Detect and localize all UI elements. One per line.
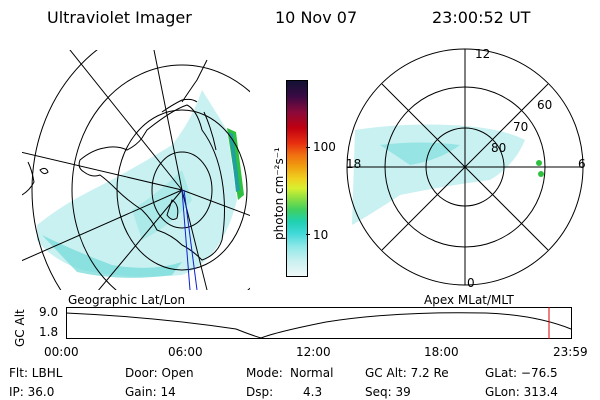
gc-alt-info: GC Alt: 7.2 Re bbox=[365, 366, 449, 380]
geographic-map-panel bbox=[22, 50, 250, 290]
glat-info: GLat: −76.5 bbox=[485, 366, 558, 380]
satellite-track bbox=[181, 189, 198, 290]
right-panel-caption: Apex MLat/MLT bbox=[424, 293, 514, 307]
altitude-ylabel: GC Alt bbox=[13, 309, 27, 347]
altitude-curve bbox=[66, 312, 572, 339]
lat-label-70: 70 bbox=[513, 120, 529, 134]
mlt-label-12: 12 bbox=[475, 47, 491, 61]
altitude-xtick-3: 18:00 bbox=[424, 345, 459, 359]
glon-info: GLon: 313.4 bbox=[485, 385, 558, 399]
instrument-title: Ultraviolet Imager bbox=[47, 8, 192, 27]
altitude-ytick-1: 1.8 bbox=[39, 325, 59, 339]
lat-label-80: 80 bbox=[491, 141, 507, 155]
seq-info: Seq: 39 bbox=[365, 385, 411, 399]
mlt-label-18: 18 bbox=[346, 157, 362, 171]
altitude-plot bbox=[66, 307, 572, 339]
gain-info: Gain: 14 bbox=[125, 385, 176, 399]
mlt-label-6: 6 bbox=[578, 157, 586, 171]
filter-info: Flt: LBHL bbox=[9, 366, 63, 380]
altitude-xtick-4: 23:59 bbox=[553, 345, 588, 359]
coastline bbox=[22, 59, 225, 261]
meridian-lines bbox=[22, 50, 250, 290]
aurora-image-data bbox=[37, 90, 244, 278]
left-panel-caption: Geographic Lat/Lon bbox=[68, 293, 186, 307]
ip-info: IP: 36.0 bbox=[9, 385, 55, 399]
colorbar-label-10: 10 bbox=[313, 228, 329, 242]
dsp-value: 4.3 bbox=[303, 385, 323, 399]
magnetic-polar-panel bbox=[346, 48, 584, 286]
latitude-circles bbox=[31, 50, 250, 290]
time-label: 23:00:52 UT bbox=[432, 8, 531, 27]
mode-label: Mode: bbox=[246, 366, 283, 380]
colorbar-label-100: 100 bbox=[313, 140, 336, 154]
altitude-xtick-0: 00:00 bbox=[44, 345, 79, 359]
lat-label-60: 60 bbox=[537, 98, 553, 112]
altitude-xtick-1: 06:00 bbox=[168, 345, 203, 359]
mlt-label-0: 0 bbox=[467, 276, 475, 290]
colorbar bbox=[286, 80, 308, 277]
colorbar-tick-10 bbox=[306, 234, 310, 235]
mode-value: Normal bbox=[290, 366, 334, 380]
polar-aurora-data bbox=[352, 124, 544, 225]
polar-grid bbox=[346, 48, 584, 286]
altitude-ytick-9: 9.0 bbox=[39, 305, 59, 319]
colorbar-units-label: photon cm⁻²s⁻¹ bbox=[272, 147, 286, 240]
date-label: 10 Nov 07 bbox=[275, 8, 358, 27]
door-info: Door: Open bbox=[125, 366, 194, 380]
colorbar-tick-100 bbox=[306, 147, 310, 148]
dsp-label: Dsp: bbox=[246, 385, 274, 399]
altitude-xtick-2: 12:00 bbox=[296, 345, 331, 359]
